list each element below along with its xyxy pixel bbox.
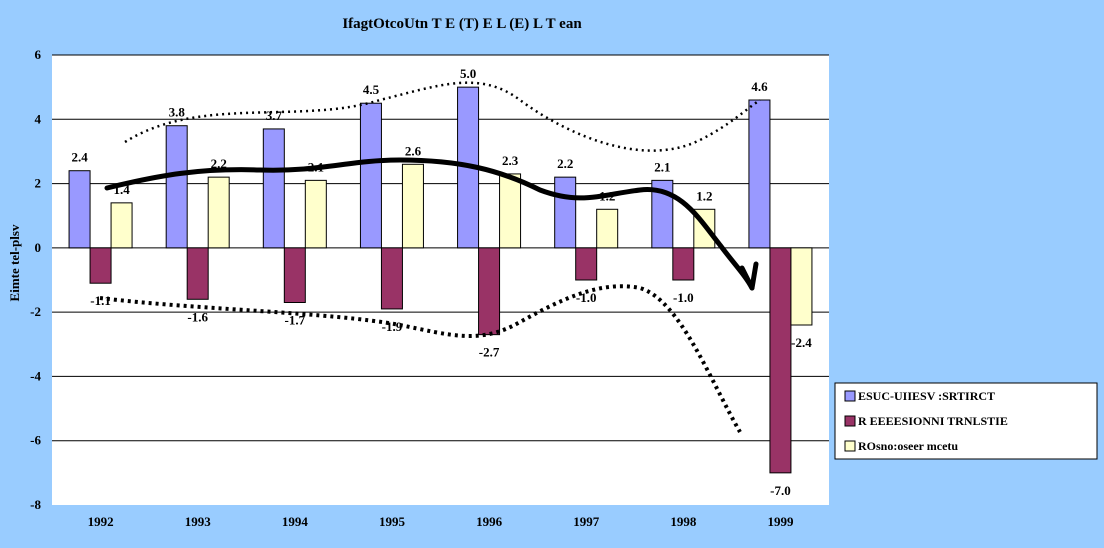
legend: ESUC-UIIESV :SRTIRCT R EEEESIONNI TRNLSTI…	[834, 382, 1098, 460]
x-tick-labels: 1992 1993 1994 1995 1996 1997 1998 1999	[88, 514, 794, 529]
data-label: 4.5	[363, 82, 380, 97]
bar	[672, 247, 695, 281]
bar	[554, 176, 577, 249]
x-tick-label: 1998	[670, 514, 697, 529]
legend-swatch	[844, 390, 856, 402]
legend-label: R EEEESIONNI TRNLSTIE	[858, 414, 1008, 428]
bar	[790, 247, 813, 326]
x-tick-label: 1999	[767, 514, 794, 529]
data-label: 2.2	[557, 156, 573, 171]
bar	[478, 247, 501, 336]
y-tick-label: 0	[35, 240, 42, 255]
bar	[401, 163, 424, 249]
x-tick-label: 1997	[573, 514, 600, 529]
legend-swatch	[844, 415, 856, 427]
legend-items: ESUC-UIIESV :SRTIRCT R EEEESIONNI TRNLSTI…	[844, 389, 1008, 453]
data-label: 4.6	[751, 79, 768, 94]
x-tick-label: 1995	[379, 514, 406, 529]
data-label: -1.9	[382, 319, 403, 334]
data-label: -1.7	[285, 313, 306, 328]
data-label: 2.3	[502, 153, 519, 168]
data-label: 2.2	[211, 156, 227, 171]
data-label: -1.0	[673, 290, 694, 305]
data-label: 3.7	[266, 108, 283, 123]
legend-label: ROsno:oseer mcetu	[858, 439, 958, 453]
y-tick-label: -6	[30, 433, 41, 448]
y-tick-label: -8	[30, 497, 41, 512]
data-label: -7.0	[770, 483, 791, 498]
data-label: 1.2	[696, 188, 712, 203]
thick-trend-arrowhead	[739, 261, 759, 291]
y-tick-label: 6	[35, 47, 42, 62]
bar	[359, 102, 382, 249]
y-tick-label: 2	[35, 176, 42, 191]
bar	[207, 176, 230, 249]
data-labels: 2.4 3.8 3.7 4.5 5.0 2.2 2.1 4.6 -1.1 -1.6 -1.7 -1.9…	[71, 66, 812, 498]
data-label: 2.1	[654, 159, 670, 174]
x-tick-label: 1993	[185, 514, 212, 529]
y-axis-title: Eimte tel-plsv	[7, 224, 22, 301]
legend-swatch	[844, 440, 856, 452]
legend-label: ESUC-UIIESV :SRTIRCT	[858, 389, 995, 403]
upper-dotted-trend-curve	[124, 81, 761, 152]
thick-trend-arrow	[104, 157, 755, 291]
bar	[769, 247, 792, 474]
chart-title: IfagtOtcoUtn T E (T) E L (E) L T ean	[342, 16, 582, 32]
bar	[575, 247, 598, 281]
data-label: -2.7	[479, 345, 500, 360]
bar	[748, 99, 771, 249]
data-label: 2.1	[308, 159, 324, 174]
bar	[89, 247, 112, 284]
data-label: 3.8	[169, 105, 186, 120]
bar	[262, 128, 285, 249]
x-tick-label: 1996	[476, 514, 503, 529]
bar	[283, 247, 306, 304]
y-tick-label: 4	[35, 111, 42, 126]
x-tick-label: 1994	[282, 514, 309, 529]
bar	[499, 173, 522, 249]
data-label: 2.6	[405, 143, 422, 158]
bar	[651, 179, 674, 249]
data-label: -1.6	[187, 309, 208, 324]
bar	[165, 125, 188, 249]
y-tick-labels: -8 -6 -4 -2 0 2 4 6	[30, 47, 41, 512]
data-label: -2.4	[791, 335, 812, 350]
data-label: -1.0	[576, 290, 597, 305]
x-tick-label: 1992	[88, 514, 114, 529]
data-label: 2.4	[71, 150, 88, 165]
bar	[68, 170, 91, 249]
plot-area	[52, 55, 829, 505]
data-label: 1.2	[599, 188, 615, 203]
bar	[596, 208, 619, 249]
legend-box	[834, 382, 1098, 460]
data-label: 5.0	[460, 66, 476, 81]
y-tick-label: -4	[30, 368, 41, 383]
bar	[186, 247, 209, 300]
y-tick-label: -2	[30, 304, 41, 319]
lower-dotted-trend-curve	[99, 284, 742, 433]
data-label: -1.1	[90, 293, 111, 308]
bars	[68, 86, 813, 474]
bar	[110, 202, 133, 249]
bar	[380, 247, 403, 310]
data-label: 1.4	[113, 182, 130, 197]
bar	[304, 179, 327, 249]
